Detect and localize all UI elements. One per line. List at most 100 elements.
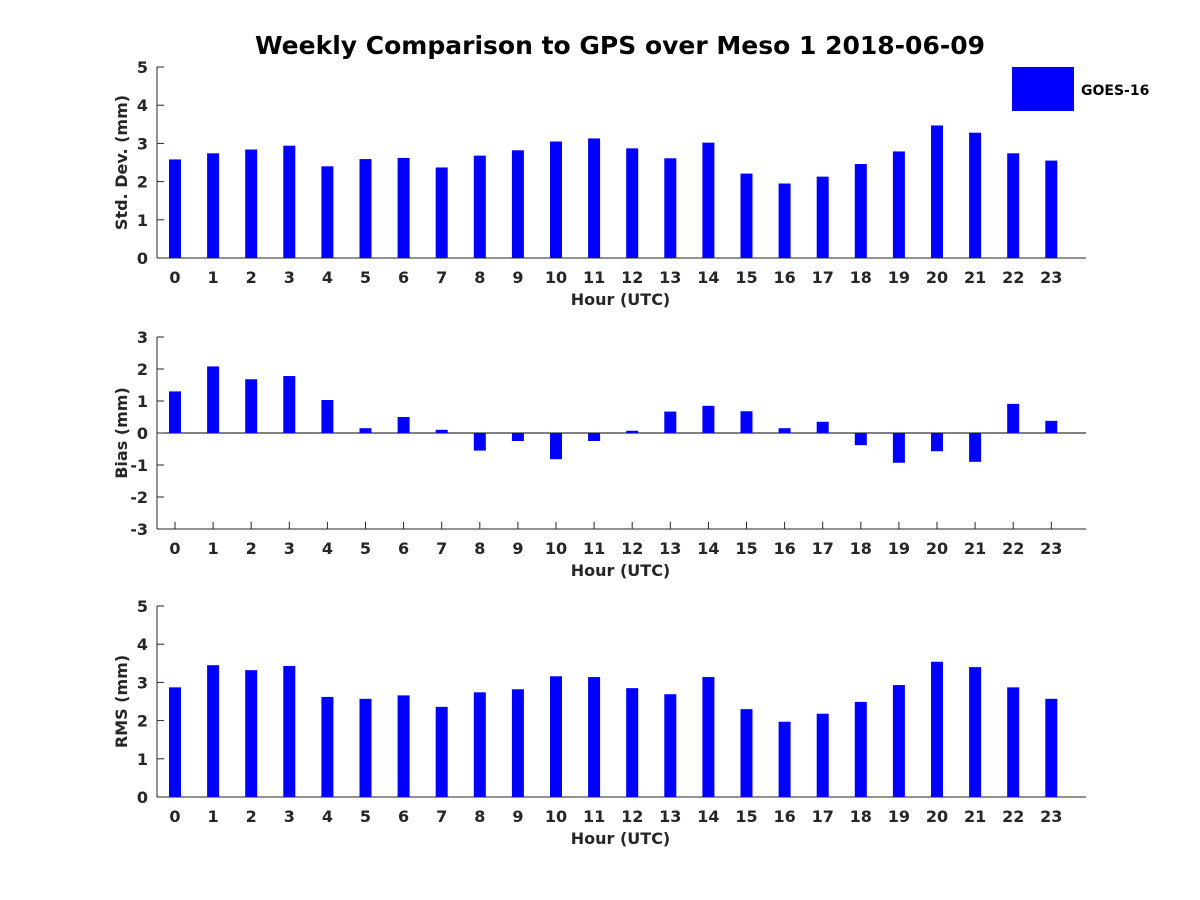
x-tick-label: 10	[545, 268, 567, 287]
x-tick-label: 7	[436, 807, 447, 826]
bar	[283, 376, 296, 433]
x-tick-label: 23	[1040, 268, 1062, 287]
bar	[321, 166, 334, 258]
bar	[283, 145, 296, 258]
x-tick-label: 1	[208, 268, 219, 287]
bar	[969, 433, 982, 462]
x-tick-label: 22	[1002, 268, 1024, 287]
legend-swatch-goes16	[1012, 67, 1074, 111]
bar	[359, 428, 372, 433]
x-axis-label: Hour (UTC)	[571, 829, 671, 848]
bar	[969, 667, 982, 797]
x-tick-label: 0	[169, 807, 180, 826]
x-axis-label: Hour (UTC)	[571, 290, 671, 309]
bar	[511, 433, 524, 441]
y-tick-label: -3	[130, 520, 148, 539]
y-tick-label: -2	[130, 488, 148, 507]
x-tick-label: 16	[773, 268, 795, 287]
bar	[816, 421, 829, 433]
y-axis-label: Std. Dev. (mm)	[112, 95, 131, 230]
x-tick-label: 12	[621, 268, 643, 287]
bar	[740, 709, 753, 797]
bar	[473, 692, 486, 797]
bar	[550, 433, 562, 460]
y-tick-label: 3	[137, 134, 148, 153]
bar	[321, 696, 334, 797]
x-tick-label: 8	[474, 807, 485, 826]
x-tick-label: 13	[659, 807, 681, 826]
bar	[511, 150, 524, 258]
y-tick-label: 3	[137, 328, 148, 347]
x-tick-label: 8	[474, 268, 485, 287]
x-tick-label: 4	[322, 539, 333, 558]
x-tick-label: 17	[812, 539, 834, 558]
x-tick-label: 15	[735, 807, 757, 826]
x-tick-label: 7	[436, 268, 447, 287]
y-tick-label: 1	[137, 392, 148, 411]
bar	[626, 430, 639, 433]
x-tick-label: 13	[659, 268, 681, 287]
bar	[245, 379, 258, 433]
x-tick-label: 12	[621, 807, 643, 826]
bar	[778, 721, 791, 797]
x-tick-label: 9	[512, 539, 523, 558]
y-tick-label: 4	[137, 635, 148, 654]
bar	[550, 676, 562, 797]
x-tick-label: 18	[850, 539, 872, 558]
x-tick-label: 11	[583, 807, 605, 826]
x-tick-label: 19	[888, 539, 910, 558]
bar	[511, 689, 524, 797]
x-tick-label: 20	[926, 807, 948, 826]
bar	[321, 400, 334, 433]
x-tick-label: 7	[436, 539, 447, 558]
x-tick-label: 17	[812, 268, 834, 287]
x-tick-label: 9	[512, 807, 523, 826]
x-tick-label: 2	[246, 807, 257, 826]
x-tick-label: 15	[735, 268, 757, 287]
bar	[702, 142, 715, 258]
x-tick-label: 10	[545, 539, 567, 558]
bar	[702, 677, 715, 797]
bar	[473, 155, 486, 258]
x-tick-label: 5	[360, 539, 371, 558]
x-tick-label: 5	[360, 807, 371, 826]
bar	[245, 670, 258, 797]
bar	[245, 149, 258, 258]
x-tick-label: 6	[398, 807, 409, 826]
x-tick-label: 5	[360, 268, 371, 287]
x-tick-label: 16	[773, 807, 795, 826]
bar	[664, 158, 677, 258]
x-tick-label: 22	[1002, 807, 1024, 826]
x-tick-label: 10	[545, 807, 567, 826]
x-tick-label: 3	[284, 268, 295, 287]
x-tick-label: 21	[964, 807, 986, 826]
x-tick-label: 6	[398, 539, 409, 558]
x-tick-label: 22	[1002, 539, 1024, 558]
bar	[854, 701, 867, 797]
bar	[626, 148, 639, 258]
x-tick-label: 20	[926, 268, 948, 287]
bar	[1007, 153, 1020, 258]
x-tick-label: 9	[512, 268, 523, 287]
bar	[550, 141, 562, 258]
x-axis-label: Hour (UTC)	[571, 561, 671, 580]
y-tick-label: 2	[137, 360, 148, 379]
x-tick-label: 2	[246, 539, 257, 558]
x-tick-label: 6	[398, 268, 409, 287]
x-tick-label: 14	[697, 539, 719, 558]
bar	[892, 685, 905, 797]
x-tick-label: 21	[964, 539, 986, 558]
bar	[588, 138, 601, 258]
bar	[397, 157, 410, 258]
bar	[169, 687, 181, 797]
bar	[1007, 403, 1020, 433]
y-tick-label: 0	[137, 788, 148, 807]
x-tick-label: 0	[169, 539, 180, 558]
bar	[740, 411, 753, 433]
bar	[892, 433, 905, 463]
y-tick-label: 0	[137, 424, 148, 443]
x-tick-label: 1	[208, 807, 219, 826]
